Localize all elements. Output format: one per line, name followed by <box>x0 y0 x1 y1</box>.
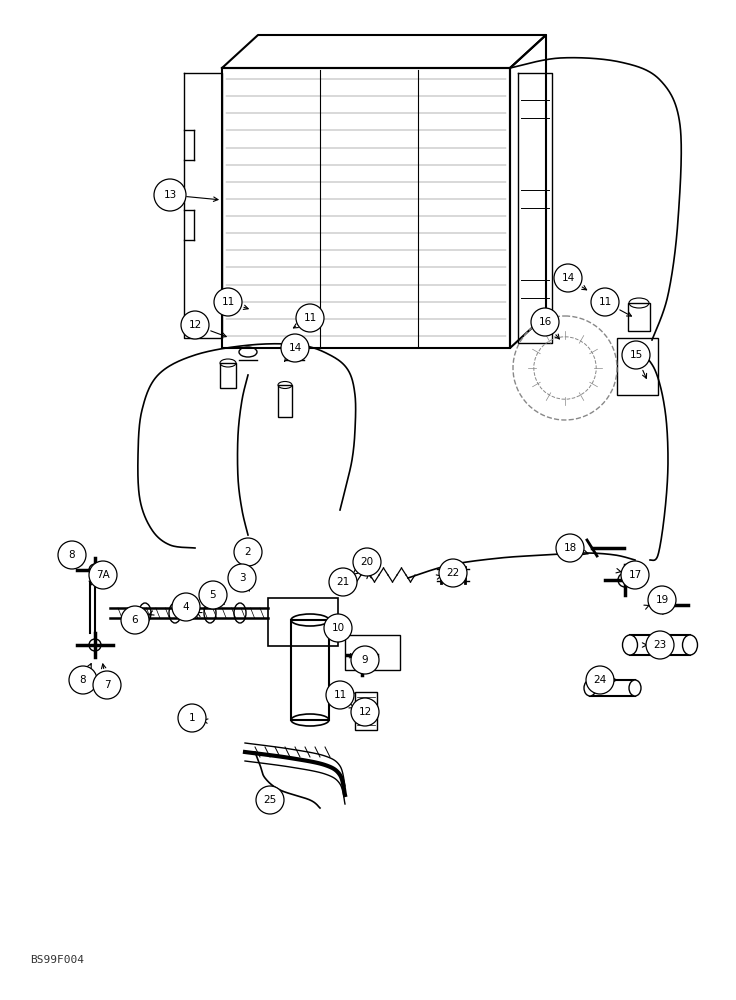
Text: 8: 8 <box>79 675 86 685</box>
Text: 19: 19 <box>655 595 668 605</box>
Circle shape <box>58 541 86 569</box>
Text: 11: 11 <box>598 297 612 307</box>
Ellipse shape <box>291 714 329 726</box>
Circle shape <box>439 559 467 587</box>
Text: 7A: 7A <box>96 570 110 580</box>
Bar <box>268 598 338 646</box>
Circle shape <box>648 586 676 614</box>
Text: 22: 22 <box>446 568 459 578</box>
Circle shape <box>351 646 379 674</box>
Ellipse shape <box>139 603 151 623</box>
Ellipse shape <box>291 614 329 626</box>
Bar <box>590 680 635 696</box>
Bar <box>617 338 658 395</box>
Text: 8: 8 <box>68 550 75 560</box>
Text: BS99F004: BS99F004 <box>30 955 84 965</box>
Circle shape <box>324 614 352 642</box>
Text: 2: 2 <box>244 547 251 557</box>
Circle shape <box>214 288 242 316</box>
Ellipse shape <box>682 635 698 655</box>
Bar <box>630 635 690 655</box>
Text: 12: 12 <box>188 320 202 330</box>
Circle shape <box>199 581 227 609</box>
Ellipse shape <box>234 603 246 623</box>
Text: 3: 3 <box>238 573 245 583</box>
Text: 20: 20 <box>361 557 374 567</box>
Text: 17: 17 <box>629 570 642 580</box>
Circle shape <box>554 264 582 292</box>
Circle shape <box>329 568 357 596</box>
Ellipse shape <box>89 564 101 576</box>
Text: 1: 1 <box>188 713 195 723</box>
Ellipse shape <box>444 566 462 584</box>
Circle shape <box>69 666 97 694</box>
Text: 5: 5 <box>210 590 216 600</box>
Text: 4: 4 <box>183 602 189 612</box>
Circle shape <box>531 308 559 336</box>
Circle shape <box>353 548 381 576</box>
Text: 18: 18 <box>563 543 576 553</box>
Circle shape <box>556 534 584 562</box>
Ellipse shape <box>629 680 641 696</box>
Text: 24: 24 <box>593 675 606 685</box>
Circle shape <box>154 179 186 211</box>
Text: 14: 14 <box>289 343 302 353</box>
Circle shape <box>351 698 379 726</box>
Text: 15: 15 <box>629 350 643 360</box>
Bar <box>355 692 377 730</box>
Ellipse shape <box>169 603 181 623</box>
Circle shape <box>621 561 649 589</box>
Circle shape <box>326 681 354 709</box>
Text: 13: 13 <box>163 190 177 200</box>
Text: 21: 21 <box>336 577 350 587</box>
Bar <box>278 385 292 417</box>
Circle shape <box>256 786 284 814</box>
Circle shape <box>121 606 149 634</box>
Ellipse shape <box>623 635 637 655</box>
Bar <box>628 303 650 331</box>
Text: 7: 7 <box>104 680 110 690</box>
Circle shape <box>234 538 262 566</box>
Text: 23: 23 <box>654 640 667 650</box>
Circle shape <box>172 593 200 621</box>
Text: 14: 14 <box>562 273 575 283</box>
Circle shape <box>181 311 209 339</box>
Ellipse shape <box>584 680 596 696</box>
Bar <box>220 363 236 388</box>
Text: 12: 12 <box>358 707 372 717</box>
Bar <box>345 635 400 670</box>
Text: 25: 25 <box>263 795 277 805</box>
Circle shape <box>296 304 324 332</box>
Text: 10: 10 <box>331 623 344 633</box>
Ellipse shape <box>204 603 216 623</box>
Ellipse shape <box>618 573 632 587</box>
Circle shape <box>646 631 674 659</box>
Text: 9: 9 <box>361 655 368 665</box>
Circle shape <box>178 704 206 732</box>
Circle shape <box>89 561 117 589</box>
Text: 11: 11 <box>303 313 316 323</box>
Circle shape <box>281 334 309 362</box>
Circle shape <box>591 288 619 316</box>
Text: 11: 11 <box>333 690 347 700</box>
Text: 16: 16 <box>538 317 551 327</box>
Circle shape <box>586 666 614 694</box>
Text: 11: 11 <box>222 297 235 307</box>
Ellipse shape <box>89 639 101 651</box>
Circle shape <box>93 671 121 699</box>
Bar <box>291 620 329 720</box>
Circle shape <box>622 341 650 369</box>
Text: 6: 6 <box>132 615 138 625</box>
Circle shape <box>228 564 256 592</box>
